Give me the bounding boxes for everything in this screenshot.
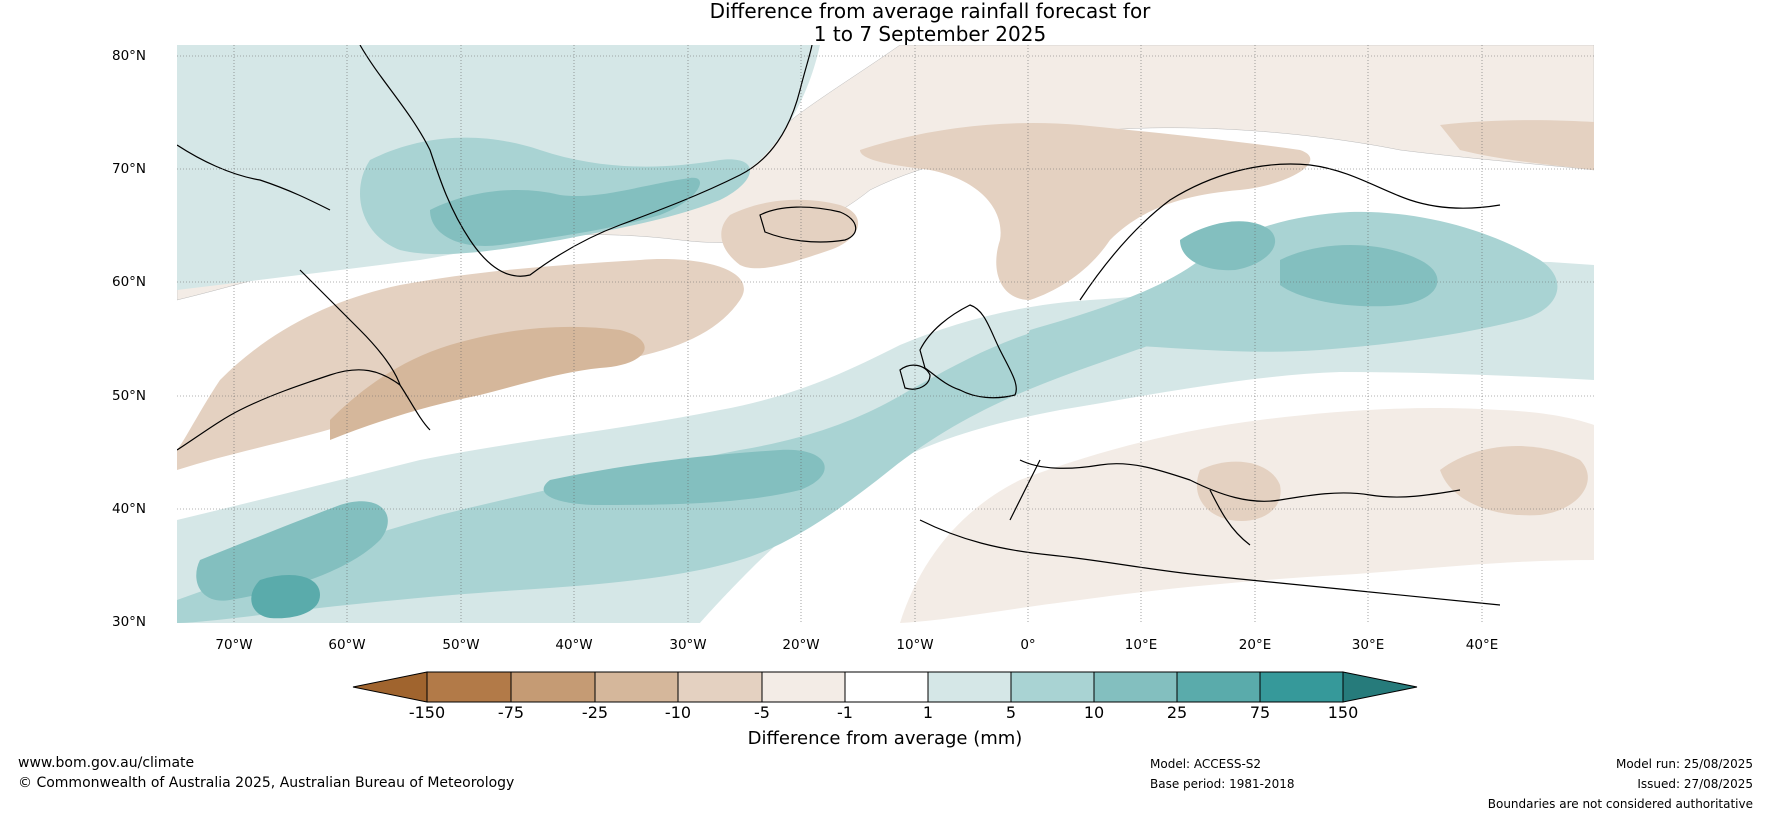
website-link[interactable]: www.bom.gov.au/climate <box>18 755 195 771</box>
colorbar-tick: -10 <box>664 703 692 722</box>
colorbar-tick: 150 <box>1327 703 1359 722</box>
colorbar-tick: -25 <box>581 703 609 722</box>
lat-label-70n: 70°N <box>112 161 147 177</box>
graticule <box>177 45 1594 623</box>
lat-label-50n: 50°N <box>112 388 147 404</box>
wet-region-west-peak <box>196 501 388 601</box>
lat-label-80n: 80°N <box>112 48 147 64</box>
lon-label-20w: 20°W <box>782 637 820 653</box>
wet-region-atlantic-core <box>177 289 1219 623</box>
lat-label-30n: 30°N <box>112 614 147 630</box>
lat-label-60n: 60°N <box>112 274 147 290</box>
lon-label-50w: 50°W <box>442 637 480 653</box>
wet-region-atlantic-peak <box>543 449 825 505</box>
model-run-date: Model run: 25/08/2025 <box>1615 757 1753 771</box>
colorbar-tick: -75 <box>497 703 525 722</box>
dry-region-iceland <box>721 199 859 269</box>
colorbar-tick: -5 <box>754 703 770 722</box>
colorbar-label: Difference from average (mm) <box>747 728 1023 749</box>
title-line-2: 1 to 7 September 2025 <box>813 22 1047 46</box>
title-line-1: Difference from average rainfall forecas… <box>709 0 1151 23</box>
colorbar-tick: 10 <box>1083 703 1105 722</box>
lon-label-60w: 60°W <box>328 637 366 653</box>
lon-label-40w: 40°W <box>555 637 593 653</box>
dry-region-caspian <box>1440 446 1588 516</box>
coastlines <box>177 45 1501 606</box>
colorbar-tick: 5 <box>1005 703 1017 722</box>
chart-title: Difference from average rainfall forecas… <box>0 0 1770 46</box>
issued-date: Issued: 27/08/2025 <box>1637 777 1753 791</box>
dry-region-barents <box>1440 120 1594 170</box>
colorbar-tick: 75 <box>1249 703 1271 722</box>
lon-label-40e: 40°E <box>1465 637 1499 653</box>
model-name: Model: ACCESS-S2 <box>1150 757 1262 771</box>
lon-label-20e: 20°E <box>1238 637 1272 653</box>
colorbar-tick: 25 <box>1166 703 1188 722</box>
lon-label-30w: 30°W <box>669 637 707 653</box>
colorbar-tick: 1 <box>922 703 934 722</box>
wet-region-baltic-peak <box>1280 245 1438 307</box>
lon-label-30e: 30°E <box>1351 637 1385 653</box>
dry-region-norway <box>860 122 1311 300</box>
colorbar-tick: -1 <box>837 703 853 722</box>
colorbar-tick: -150 <box>408 703 446 722</box>
wet-region-greenland-peak <box>430 177 700 246</box>
copyright-text: © Commonwealth of Australia 2025, Austra… <box>18 775 515 791</box>
anomaly-field <box>177 45 1594 623</box>
lon-label-10e: 10°E <box>1124 637 1158 653</box>
base-period: Base period: 1981-2018 <box>1150 777 1295 791</box>
lon-label-10w: 10°W <box>896 637 934 653</box>
dry-region-labrador-core <box>330 326 645 440</box>
lon-label-70w: 70°W <box>215 637 253 653</box>
lon-label-0: 0° <box>1020 637 1036 653</box>
lat-label-40n: 40°N <box>112 501 147 517</box>
boundary-disclaimer: Boundaries are not considered authoritat… <box>1487 797 1753 811</box>
wet-region-southwest <box>251 575 320 619</box>
wet-region-finland <box>1180 221 1276 271</box>
